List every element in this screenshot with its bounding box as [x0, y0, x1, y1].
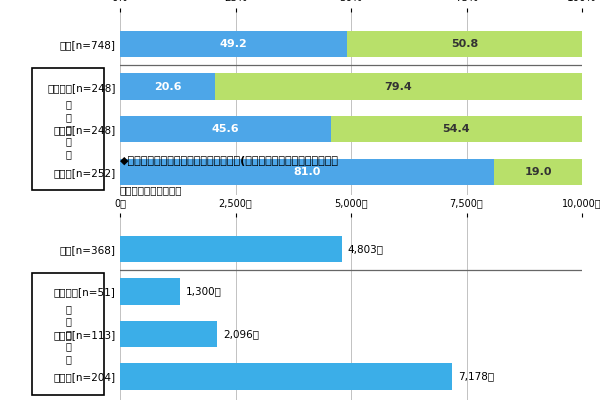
- Text: 50.8: 50.8: [451, 39, 478, 49]
- Bar: [494, 158, 582, 185]
- Bar: [347, 31, 582, 57]
- Bar: [120, 363, 452, 390]
- Text: ■支出していない: ■支出していない: [388, 220, 442, 229]
- Text: 対象：支出している親: 対象：支出している親: [120, 185, 182, 195]
- Bar: [120, 321, 217, 347]
- Text: 4,803円: 4,803円: [348, 244, 384, 254]
- Text: 2,096円: 2,096円: [223, 329, 259, 339]
- Bar: [120, 31, 347, 57]
- Text: 20.6: 20.6: [154, 82, 181, 92]
- Bar: [120, 158, 494, 185]
- Text: 就
学
段
階
別: 就 学 段 階 別: [65, 100, 71, 159]
- Text: 就
学
段
階
別: 就 学 段 階 別: [65, 304, 71, 364]
- Text: 81.0: 81.0: [293, 167, 321, 177]
- Text: ◆子どものこづかいに支出している金額(子ども一人あたり・月額平均）: ◆子どものこづかいに支出している金額(子ども一人あたり・月額平均）: [120, 156, 339, 166]
- Text: 1,300円: 1,300円: [186, 286, 222, 297]
- Bar: [215, 73, 582, 100]
- Text: 45.6: 45.6: [212, 124, 239, 134]
- Bar: [120, 278, 180, 305]
- Bar: [331, 116, 582, 142]
- Text: 19.0: 19.0: [524, 167, 552, 177]
- Bar: [120, 116, 331, 142]
- Bar: [120, 73, 215, 100]
- Bar: [32, 273, 104, 395]
- Bar: [32, 69, 104, 190]
- Text: 79.4: 79.4: [385, 82, 412, 92]
- Text: 7,178円: 7,178円: [458, 371, 494, 381]
- Bar: [120, 236, 342, 262]
- Text: ■支出している: ■支出している: [268, 220, 315, 229]
- Text: 49.2: 49.2: [220, 39, 248, 49]
- Text: 54.4: 54.4: [443, 124, 470, 134]
